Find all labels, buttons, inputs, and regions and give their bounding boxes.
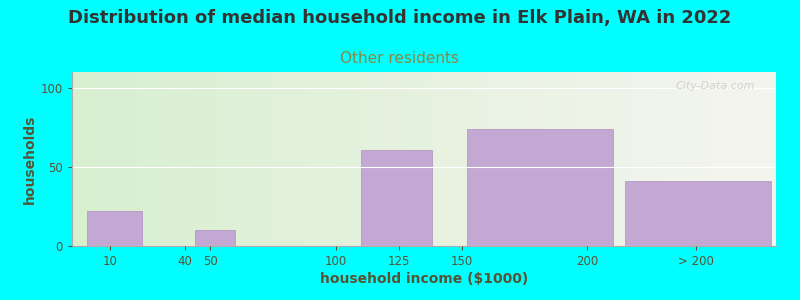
Text: City-Data.com: City-Data.com bbox=[675, 81, 755, 91]
Bar bbox=[87, 211, 142, 246]
Bar bbox=[625, 181, 771, 246]
Bar bbox=[466, 129, 613, 246]
Bar bbox=[195, 230, 235, 246]
Bar bbox=[361, 149, 431, 246]
Text: Distribution of median household income in Elk Plain, WA in 2022: Distribution of median household income … bbox=[68, 9, 732, 27]
Text: Other residents: Other residents bbox=[341, 51, 459, 66]
X-axis label: household income ($1000): household income ($1000) bbox=[320, 272, 528, 286]
Y-axis label: households: households bbox=[22, 114, 37, 204]
